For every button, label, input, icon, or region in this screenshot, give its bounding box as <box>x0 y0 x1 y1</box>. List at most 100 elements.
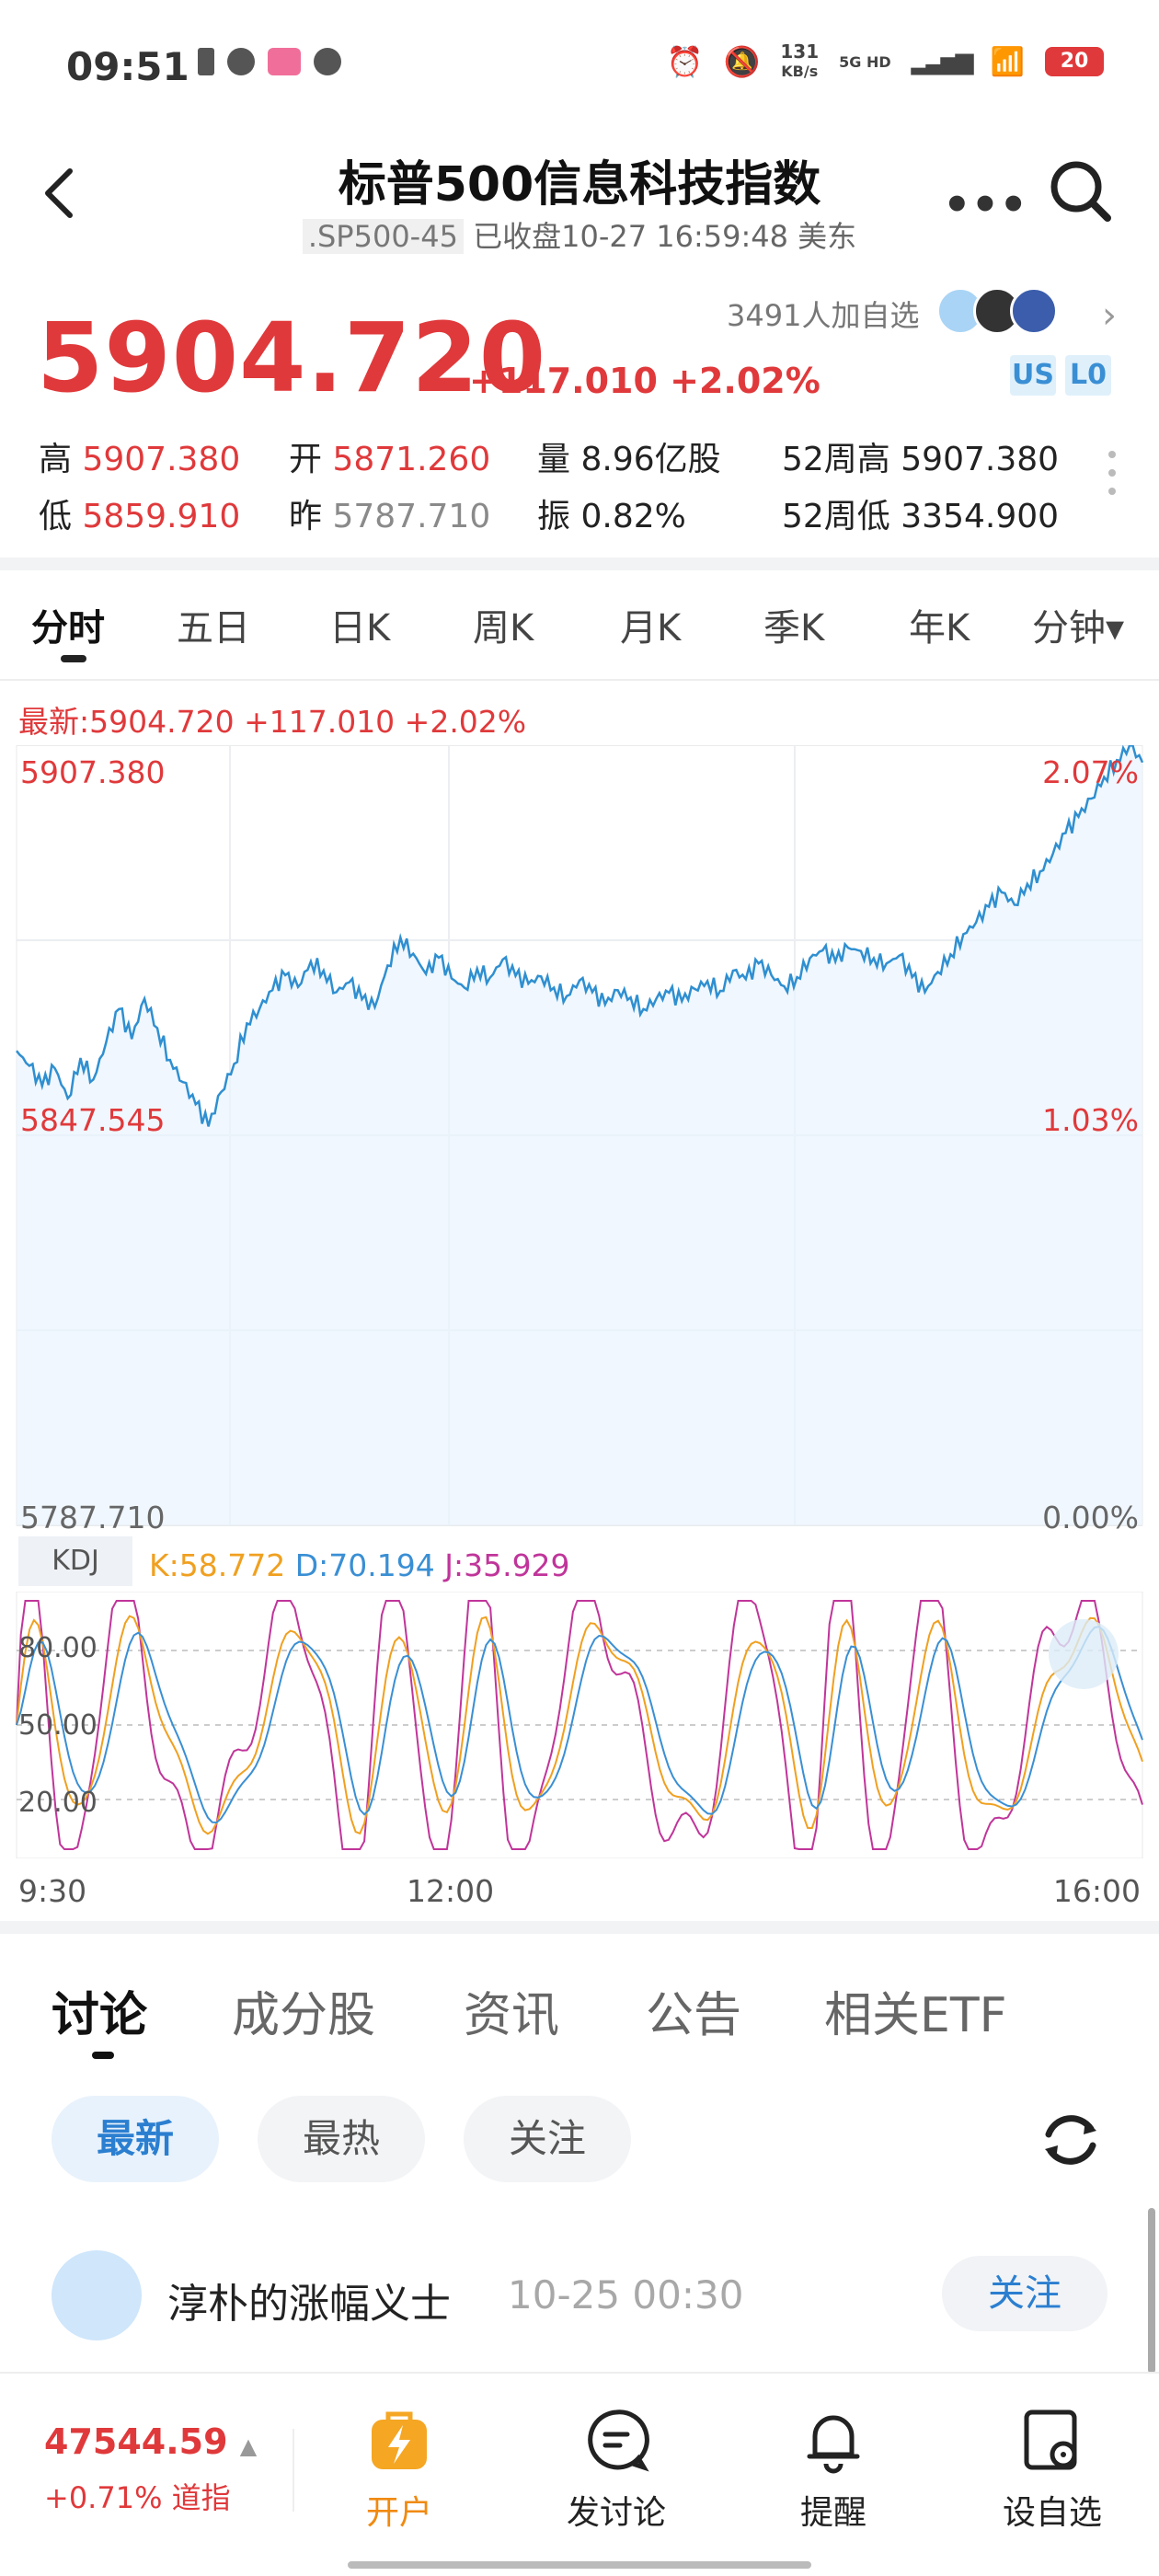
tab-underline <box>61 655 86 662</box>
search-icon[interactable] <box>1049 159 1113 224</box>
divider <box>0 1921 1159 1934</box>
follow-button[interactable]: 关注 <box>942 2256 1107 2331</box>
market-tag-us: US <box>1010 355 1056 396</box>
stat-volume: 量 8.96亿股 <box>537 432 721 480</box>
stat-value: 5787.710 <box>332 498 491 535</box>
refresh-icon[interactable] <box>1038 2107 1104 2173</box>
notification-icons <box>198 48 341 75</box>
nav-open-account[interactable]: 开户 <box>326 2405 473 2534</box>
dji-change: +0.71% 道指 <box>44 2480 231 2515</box>
scrollbar[interactable] <box>1148 2208 1155 2374</box>
kdj-k-line <box>16 1615 1143 1835</box>
tab-constituents[interactable]: 成分股 <box>232 1988 376 2043</box>
market-status: 已收盘10-27 16:59:48 美东 <box>473 219 857 254</box>
kdj-j-line <box>16 1600 1143 1850</box>
stat-label: 振 <box>537 498 571 535</box>
avatar[interactable] <box>52 2250 142 2340</box>
network-type: 5G HD <box>839 52 891 71</box>
indicator-selector[interactable]: KDJ <box>18 1536 132 1586</box>
y-label-high-pct: 2.07% <box>1042 754 1139 790</box>
bell-icon <box>807 2415 860 2474</box>
kdj-level-50: 50.00 <box>18 1709 98 1742</box>
stat-value: 5871.260 <box>332 441 491 478</box>
nav-add-watchlist[interactable]: 设自选 <box>979 2405 1126 2534</box>
kdj-chart[interactable] <box>0 1592 1159 1858</box>
comment-icon <box>588 2409 649 2472</box>
message-icon <box>227 48 255 75</box>
y-label-low-pct: 0.00% <box>1042 1500 1139 1535</box>
more-vertical-icon[interactable] <box>1108 451 1118 506</box>
triangle-up-icon: ▲ <box>239 2433 258 2459</box>
stat-value: 3354.900 <box>901 498 1060 535</box>
stat-high: 高 5907.380 <box>39 432 240 480</box>
y-label-mid-pct: 1.03% <box>1042 1102 1139 1138</box>
stat-52w-low: 52周低 3354.900 <box>782 489 1059 537</box>
tab-yearly[interactable]: 年K <box>909 607 970 650</box>
more-icon[interactable]: ••• <box>943 179 1028 231</box>
status-time: 09:51 <box>66 44 189 89</box>
tab-weekly[interactable]: 周K <box>473 607 534 650</box>
stat-amplitude: 振 0.82% <box>537 489 686 537</box>
kdj-d: D:70.194 <box>294 1547 435 1583</box>
watcher-avatars[interactable] <box>936 287 1058 335</box>
tab-quarterly[interactable]: 季K <box>763 607 825 650</box>
divider <box>0 679 1159 681</box>
kdj-values: K:58.772 D:70.194 J:35.929 <box>149 1547 570 1583</box>
tab-intraday[interactable]: 分时 <box>31 607 105 650</box>
tab-minute[interactable]: 分钟▾ <box>1032 607 1125 650</box>
wifi-icon: 📶 <box>990 45 1025 78</box>
net-speed-value: 131 <box>780 40 820 63</box>
level-tag: L0 <box>1065 355 1111 396</box>
kdj-level-20: 20.00 <box>18 1787 98 1819</box>
nav-post[interactable]: 发讨论 <box>543 2405 690 2534</box>
bottom-nav: 47544.59 ▲ +0.71% 道指 开户 发讨论 提醒 设自 <box>0 2372 1159 2576</box>
filter-hot[interactable]: 最热 <box>258 2096 425 2182</box>
stat-prev-close: 昨 5787.710 <box>289 489 490 537</box>
price-line <box>16 745 1144 1127</box>
tab-announcements[interactable]: 公告 <box>646 1988 742 2043</box>
tab-monthly[interactable]: 月K <box>620 607 682 650</box>
index-code: .SP500-45 <box>302 219 464 254</box>
tab-discussion[interactable]: 讨论 <box>52 1988 148 2043</box>
y-label-low: 5787.710 <box>20 1500 166 1535</box>
tab-news[interactable]: 资讯 <box>464 1988 560 2043</box>
nav-label: 设自选 <box>1002 2494 1102 2532</box>
x-label-mid: 12:00 <box>407 1873 495 1909</box>
net-speed-unit: KB/s <box>781 63 819 80</box>
filter-following[interactable]: 关注 <box>464 2096 631 2182</box>
period-tabs: 分时 五日 日K 周K 月K 季K 年K 分钟▾ <box>0 589 1159 681</box>
alarm-icon: ⏰ <box>666 44 704 79</box>
intraday-chart[interactable] <box>0 745 1159 1536</box>
kdj-j: J:35.929 <box>444 1547 570 1583</box>
y-label-high: 5907.380 <box>20 754 166 790</box>
kdj-d-line <box>16 1626 1143 1824</box>
tab-related-etf[interactable]: 相关ETF <box>824 1988 1007 2043</box>
status-right: ⏰ 🔕 131 KB/s 5G HD ▂▃▅▆ 📶 20 <box>667 42 1104 81</box>
page-subtitle: .SP500-45 已收盘10-27 16:59:48 美东 <box>0 213 1159 256</box>
current-price: 5904.720 <box>37 302 547 414</box>
post-username[interactable]: 淳朴的涨幅义士 <box>167 2281 451 2328</box>
filter-latest[interactable]: 最新 <box>52 2096 219 2182</box>
tab-underline <box>92 2052 114 2059</box>
net-speed: 131 KB/s <box>780 42 819 81</box>
signal-icon: ▂▃▅▆ <box>911 48 974 75</box>
stat-value: 8.96亿股 <box>580 441 721 478</box>
dji-value-text: 47544.59 <box>44 2421 228 2462</box>
avatar <box>936 287 984 335</box>
tab-5day[interactable]: 五日 <box>177 607 250 650</box>
battery-indicator: 20 <box>1045 47 1104 76</box>
fullscreen-icon[interactable] <box>1049 1619 1119 1689</box>
stat-label: 高 <box>39 441 73 478</box>
back-icon[interactable] <box>37 166 83 221</box>
dji-value[interactable]: 47544.59 ▲ <box>44 2421 257 2462</box>
chevron-right-icon[interactable]: › <box>1102 294 1117 337</box>
y-label-mid: 5847.545 <box>20 1102 166 1138</box>
nav-alert[interactable]: 提醒 <box>760 2405 907 2534</box>
nav-label: 提醒 <box>799 2494 866 2532</box>
watchers-count[interactable]: 3491人加自选 <box>727 298 920 333</box>
sim-icon <box>198 48 214 75</box>
price-area <box>17 745 1142 1525</box>
tab-daily[interactable]: 日K <box>329 607 391 650</box>
home-indicator <box>348 2561 811 2569</box>
stat-value: 0.82% <box>580 498 686 535</box>
